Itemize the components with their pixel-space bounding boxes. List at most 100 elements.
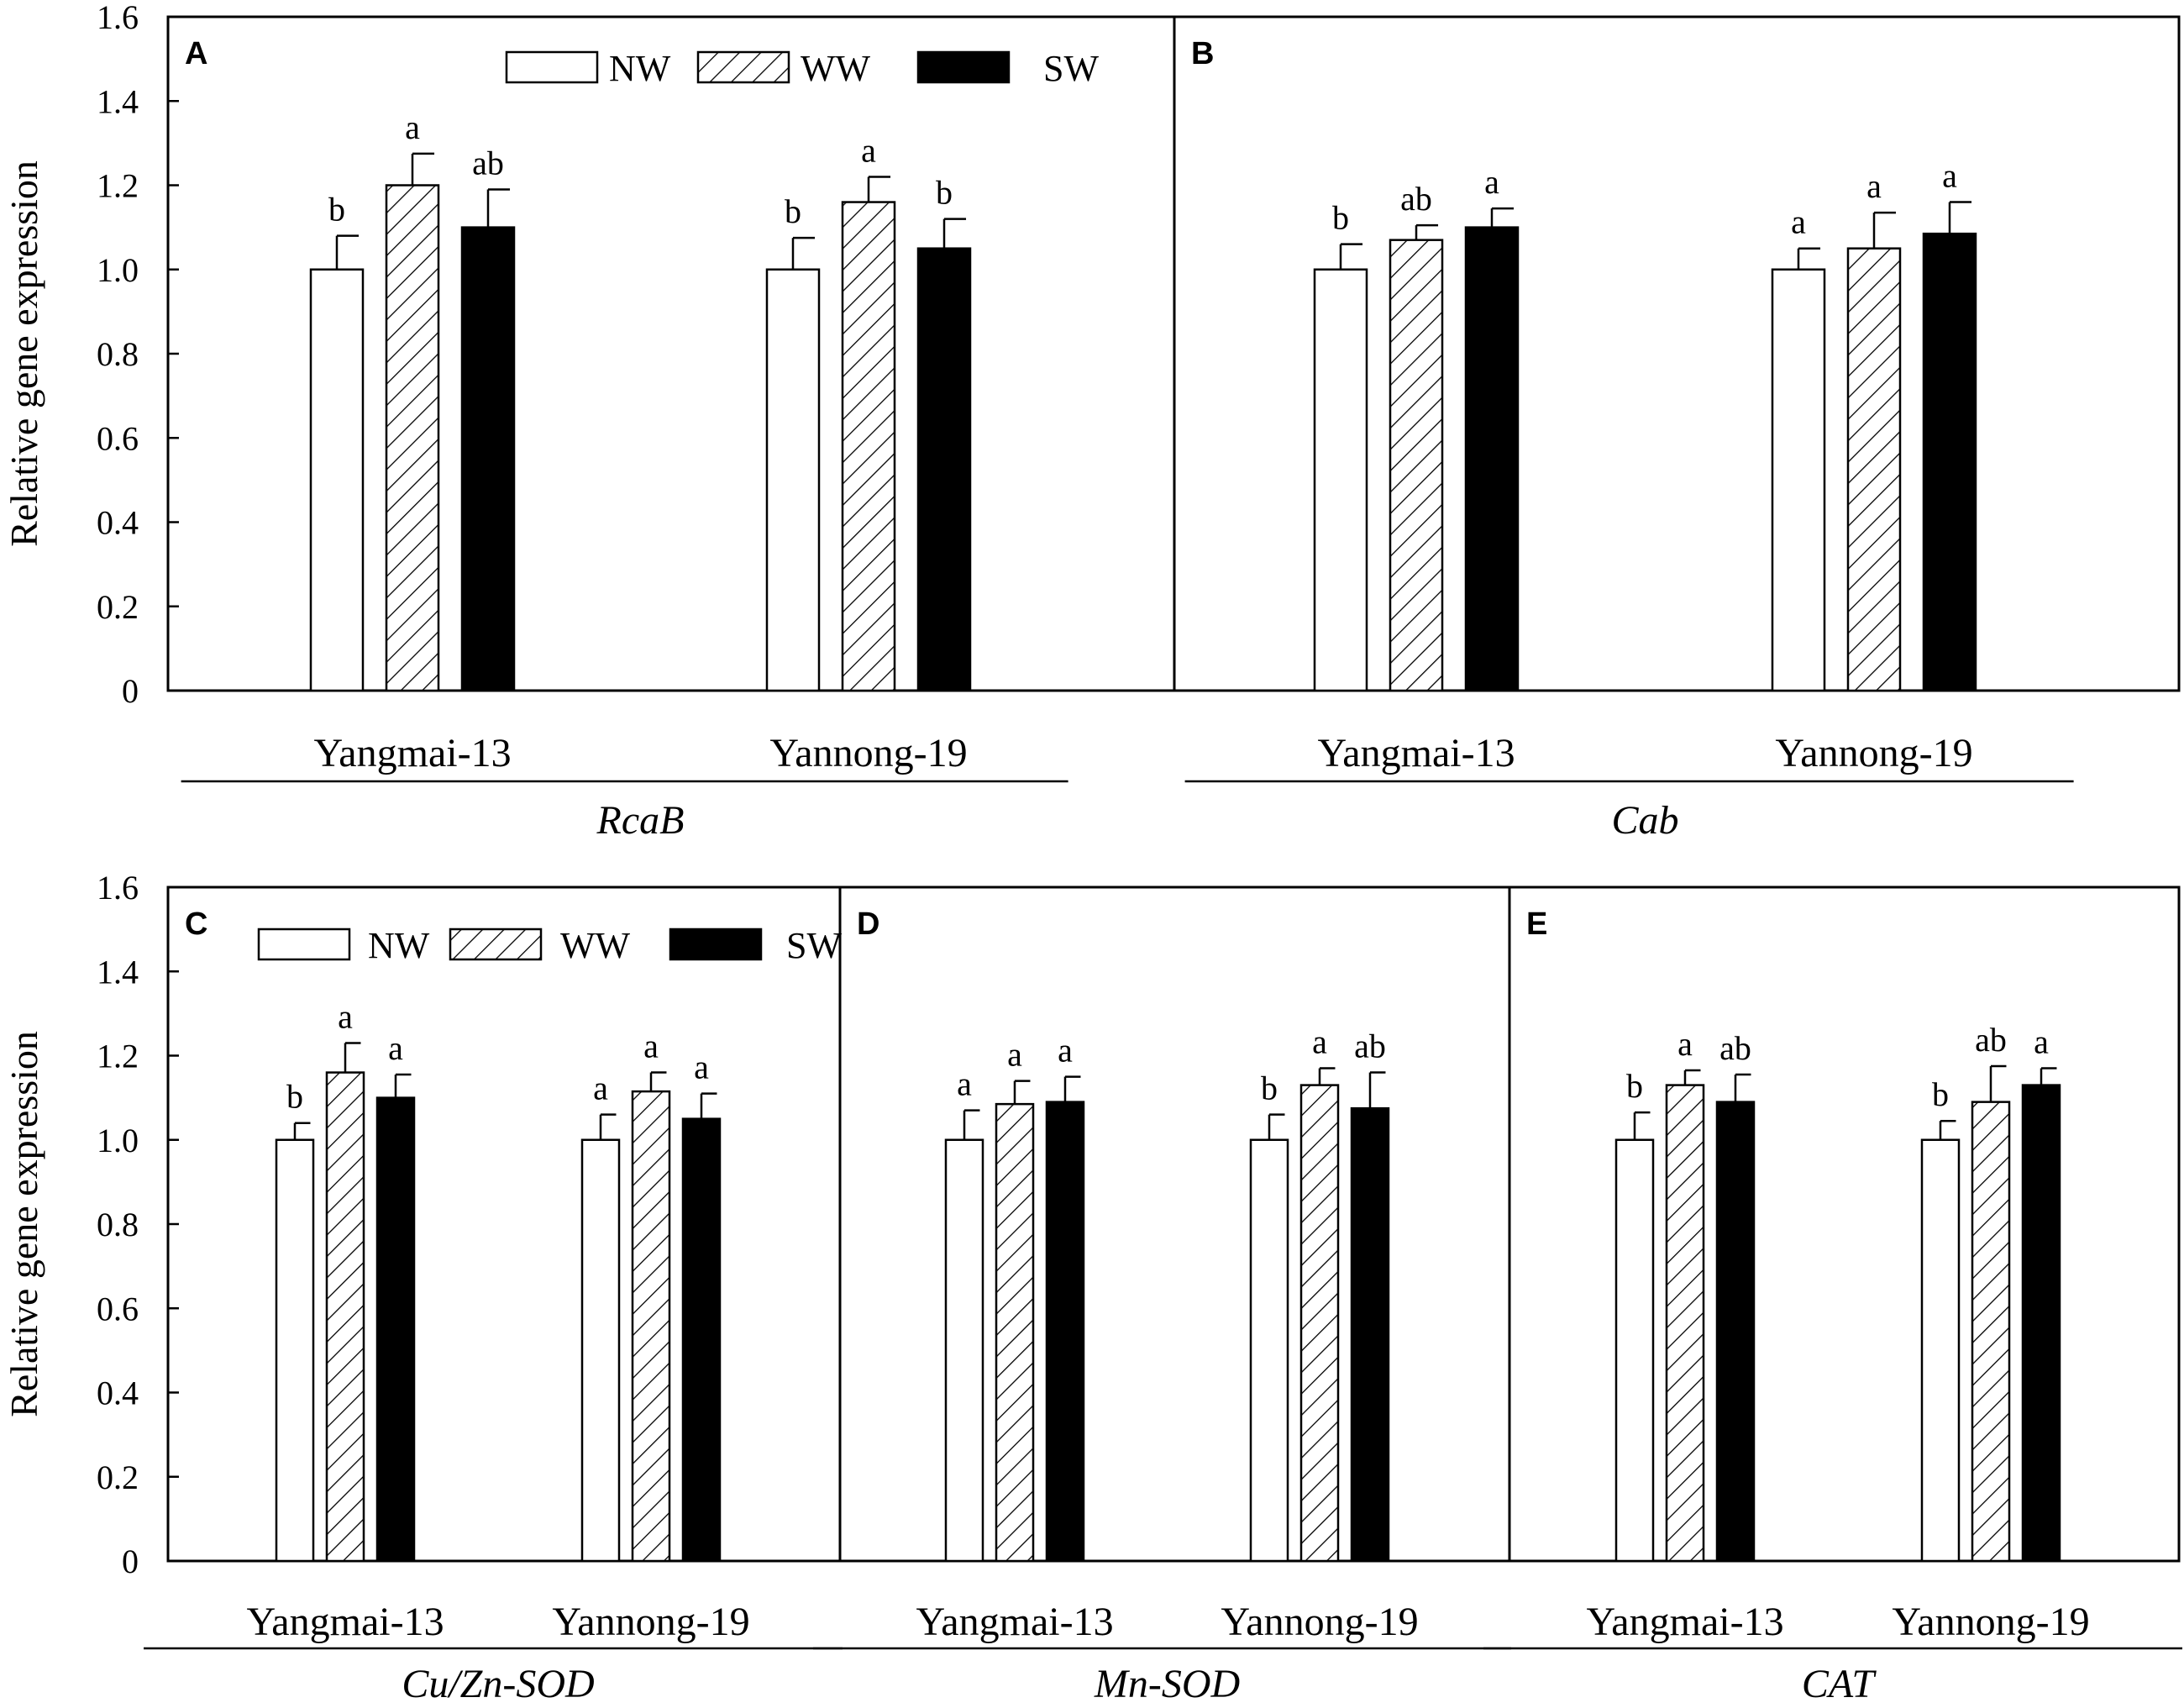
legend-label-ww: WW [801, 48, 871, 89]
significance-label: ab [1400, 180, 1432, 218]
bar-nw [765, 268, 821, 692]
panel-letter: A [185, 36, 207, 71]
y-tick-label: 1.2 [97, 167, 139, 205]
bar-nw [944, 1138, 984, 1563]
significance-label: a [2034, 1023, 2049, 1061]
legend-label-nw: NW [609, 48, 671, 89]
y-axis-title: Relative gene expression [3, 1031, 45, 1417]
bar-sw [375, 1096, 416, 1563]
significance-label: b [785, 192, 801, 230]
bar-ww [385, 184, 440, 692]
significance-label: a [1866, 167, 1882, 205]
significance-label: a [405, 108, 420, 146]
panel-frame [1508, 886, 2181, 1563]
significance-label: ab [472, 145, 504, 182]
bar-ww [841, 201, 896, 692]
category-label: Yangmai-13 [916, 1600, 1113, 1644]
y-tick-label: 0.8 [97, 1206, 139, 1243]
category-label: Yannong-19 [1892, 1600, 2089, 1644]
bar-ww [1299, 1084, 1340, 1563]
gene-label: Cu/Zn-SOD [402, 1662, 594, 1706]
bar-nw [1771, 268, 1826, 692]
gene-label: CAT [1802, 1662, 1877, 1706]
bar-ww [995, 1102, 1035, 1563]
bar-ww [1389, 239, 1444, 692]
significance-label: b [328, 191, 345, 229]
y-tick-label: 0.2 [97, 1458, 139, 1496]
significance-label: ab [1719, 1029, 1751, 1067]
legend-label-sw: SW [786, 925, 842, 966]
y-tick-label: 0 [122, 672, 139, 710]
bar-nw [1313, 268, 1368, 692]
bar-ww [1846, 247, 1902, 692]
panel-letter: E [1526, 907, 1547, 942]
gene-label: Mn-SOD [1094, 1662, 1240, 1706]
significance-label: b [286, 1078, 303, 1116]
bar-sw [1715, 1101, 1756, 1563]
y-tick-label: 1.2 [97, 1038, 139, 1075]
panel-frame [1173, 15, 2181, 692]
significance-label: a [1677, 1025, 1693, 1063]
bar-sw [1922, 232, 1977, 692]
category-label: Yannong-19 [1221, 1600, 1418, 1644]
significance-label: b [1626, 1067, 1643, 1105]
bar-sw [916, 247, 972, 692]
bar-ww [1665, 1084, 1705, 1563]
y-tick-label: 1.4 [97, 953, 139, 991]
significance-label: b [936, 174, 953, 212]
legend-swatch-sw [916, 50, 1011, 84]
bar-sw [681, 1117, 722, 1563]
bar-sw [1464, 226, 1520, 692]
legend-label-sw: SW [1043, 48, 1099, 89]
category-label: Yannong-19 [769, 731, 967, 775]
legend-swatch-nw [505, 50, 599, 84]
legend-label-nw: NW [368, 925, 430, 966]
significance-label: a [593, 1069, 608, 1107]
y-tick-label: 1.6 [97, 869, 139, 907]
y-tick-label: 1.6 [97, 0, 139, 36]
category-label: Yangmai-13 [246, 1600, 444, 1644]
significance-label: a [643, 1027, 659, 1065]
bar-nw [275, 1138, 315, 1563]
gene-label: Cab [1611, 798, 1678, 843]
y-tick-label: 1.0 [97, 251, 139, 289]
y-tick-label: 0.4 [97, 504, 139, 542]
bar-nw [1614, 1138, 1655, 1563]
significance-label: a [1484, 163, 1499, 201]
significance-label: a [338, 997, 353, 1035]
y-tick-label: 0 [122, 1542, 139, 1580]
bar-sw [2021, 1084, 2061, 1563]
bar-ww [1971, 1101, 2011, 1563]
legend-swatch-sw [669, 928, 763, 961]
significance-label: ab [1354, 1027, 1386, 1065]
significance-label: a [1791, 203, 1806, 241]
significance-label: b [1261, 1069, 1278, 1107]
bar-nw [1920, 1138, 1961, 1563]
significance-label: a [1942, 157, 1957, 195]
legend-swatch-ww [696, 50, 790, 84]
significance-label: a [1058, 1032, 1073, 1069]
y-tick-label: 0.6 [97, 419, 139, 457]
significance-label: a [861, 131, 876, 169]
y-tick-label: 0.2 [97, 588, 139, 626]
category-label: Yangmai-13 [313, 731, 511, 775]
panel-letter: D [857, 907, 879, 942]
significance-label: a [388, 1029, 403, 1067]
category-label: Yannong-19 [552, 1600, 749, 1644]
y-tick-label: 1.4 [97, 82, 139, 120]
y-tick-label: 1.0 [97, 1122, 139, 1159]
y-tick-label: 0.6 [97, 1290, 139, 1327]
legend-swatch-nw [257, 928, 351, 961]
bar-nw [1249, 1138, 1289, 1563]
bar-sw [460, 226, 516, 692]
legend-swatch-ww [449, 928, 543, 961]
panel-frame [838, 886, 1511, 1563]
significance-label: a [1007, 1036, 1022, 1074]
gene-label: RcaB [596, 798, 685, 843]
significance-label: a [694, 1048, 709, 1086]
category-label: Yangmai-13 [1317, 731, 1515, 775]
panel-frame [166, 886, 842, 1563]
y-axis-title: Relative gene expression [3, 160, 45, 547]
category-label: Yannong-19 [1775, 731, 1972, 775]
